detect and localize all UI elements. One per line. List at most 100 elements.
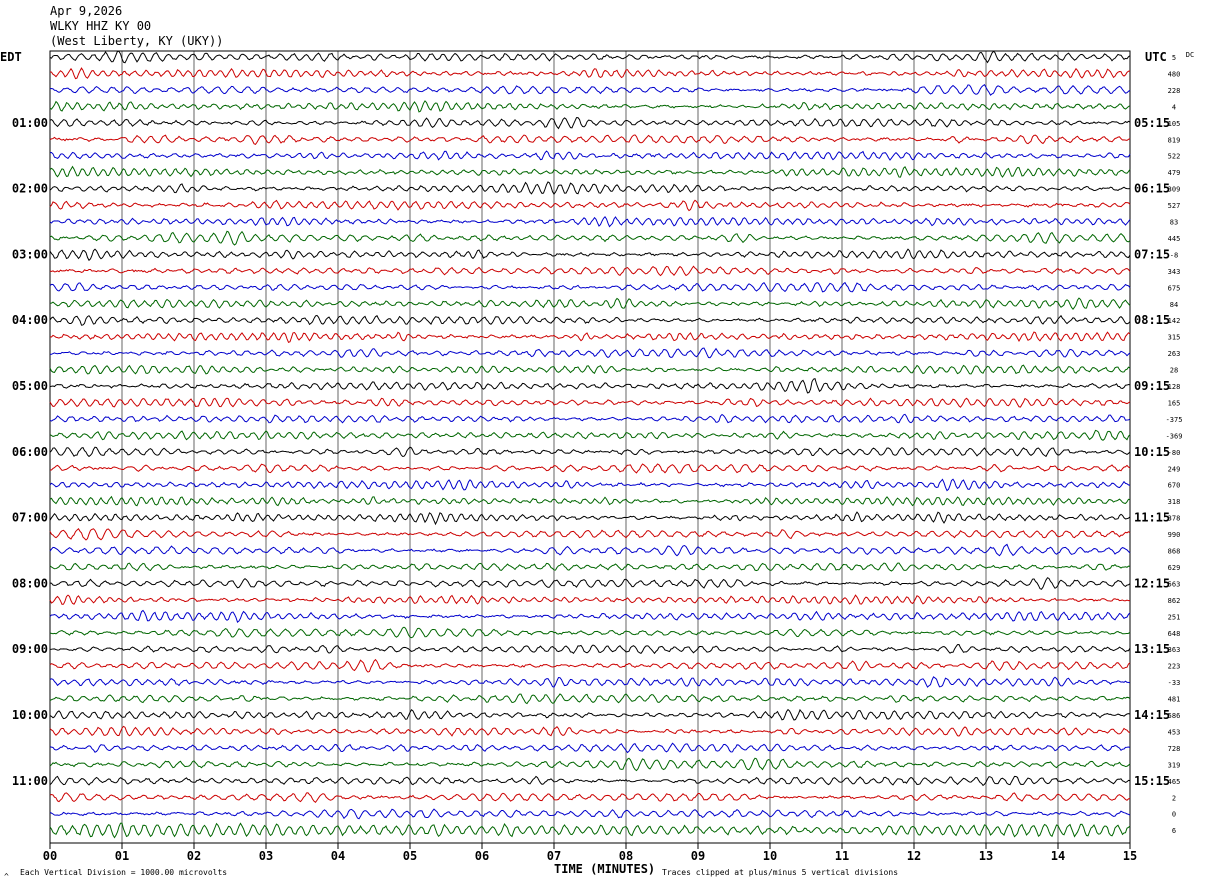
utc-hour-label: 11:15 — [1134, 511, 1170, 525]
seismic-trace — [49, 377, 1131, 394]
plot-grid — [49, 50, 1131, 849]
dc-offset-label: 319 — [1168, 761, 1181, 769]
dc-offset-label: 563 — [1168, 580, 1181, 588]
edt-hour-label: 07:00 — [12, 511, 48, 525]
utc-hour-label: 05:15 — [1134, 116, 1170, 130]
seismic-trace — [49, 708, 1131, 721]
edt-hour-label: 09:00 — [12, 642, 48, 656]
x-tick-label: 00 — [43, 849, 57, 863]
edt-hour-label: 08:00 — [12, 576, 48, 590]
edt-hour-label: 01:00 — [12, 116, 48, 130]
dc-offset-label: 263 — [1168, 350, 1181, 358]
seismic-trace — [49, 150, 1131, 161]
edt-hour-label: 04:00 — [12, 313, 48, 327]
seismic-trace — [49, 792, 1131, 804]
dc-offset-label: 5 — [1172, 54, 1176, 62]
utc-hour-label: 07:15 — [1134, 247, 1170, 261]
dc-offset-label: 481 — [1168, 696, 1181, 704]
utc-hour-label: 08:15 — [1134, 313, 1170, 327]
seismic-trace — [49, 50, 1131, 64]
seismic-trace — [49, 117, 1131, 130]
seismic-trace — [49, 775, 1131, 787]
x-axis-title: TIME (MINUTES) — [554, 862, 656, 876]
dc-offset-label: 83 — [1170, 219, 1178, 227]
seismic-trace — [49, 199, 1131, 212]
dc-offset-label: 223 — [1168, 663, 1181, 671]
dc-offset-label: 128 — [1168, 383, 1181, 391]
dc-offset-label: 6 — [1172, 827, 1176, 835]
dc-offset-label: 445 — [1168, 235, 1181, 243]
x-tick-label: 05 — [403, 849, 417, 863]
dc-offset-label: 318 — [1168, 498, 1181, 506]
dc-offset-label: 586 — [1168, 712, 1181, 720]
seismic-trace — [49, 314, 1131, 326]
left-timezone-label: EDT — [0, 50, 22, 64]
seismic-trace — [49, 265, 1131, 277]
x-tick-label: 14 — [1051, 849, 1065, 863]
station-code: WLKY HHZ KY 00 — [50, 19, 152, 33]
seismic-trace — [49, 397, 1131, 408]
seismic-trace — [49, 742, 1131, 754]
utc-hour-label: 10:15 — [1134, 445, 1170, 459]
seismic-trace — [49, 511, 1131, 526]
x-tick-label: 02 — [187, 849, 201, 863]
seismic-trace — [49, 364, 1131, 375]
seismic-trace — [49, 658, 1131, 673]
dc-offset-label: 629 — [1168, 564, 1181, 572]
dc-offset-label: 465 — [1168, 778, 1181, 786]
dc-offset-label: 249 — [1168, 465, 1181, 473]
dc-offset-label: 0 — [1172, 811, 1176, 819]
dc-offset-label: 2 — [1172, 794, 1176, 802]
dc-offset-label: 228 — [1168, 87, 1181, 95]
dc-offset-label: 728 — [1168, 745, 1181, 753]
utc-hour-label: 13:15 — [1134, 642, 1170, 656]
seismic-trace — [49, 822, 1131, 839]
station-location: (West Liberty, KY (UKY)) — [50, 34, 224, 48]
dc-offset-label: 4 — [1172, 103, 1176, 111]
scale-note: Each Vertical Division = 1000.00 microvo… — [20, 868, 228, 877]
trace-group — [49, 50, 1131, 839]
seismic-trace — [49, 297, 1131, 310]
dc-offset-label: -33 — [1168, 679, 1181, 687]
seismic-trace — [49, 181, 1131, 195]
seismic-trace — [49, 478, 1131, 492]
dc-offset-label: 862 — [1168, 597, 1181, 605]
x-tick-label: 03 — [259, 849, 273, 863]
x-tick-label: 13 — [979, 849, 993, 863]
edt-hour-label: 03:00 — [12, 247, 48, 261]
dc-offset-label: 165 — [1168, 399, 1181, 407]
dc-offset-label: 84 — [1170, 301, 1178, 309]
dc-offset-label: 378 — [1168, 515, 1181, 523]
seismic-trace — [49, 248, 1131, 262]
dc-offset-label: 648 — [1168, 630, 1181, 638]
dc-offset-label: -369 — [1166, 432, 1183, 440]
dc-offset-label: 315 — [1168, 334, 1181, 342]
dc-offset-label: 479 — [1168, 169, 1181, 177]
dc-offset-label: 868 — [1168, 548, 1181, 556]
record-date: Apr 9,2026 — [50, 4, 123, 18]
dc-offset-label: 309 — [1168, 186, 1181, 194]
seismic-trace — [49, 230, 1131, 246]
dc-offset-label: -8 — [1170, 251, 1178, 259]
dc-offset-label: 142 — [1168, 317, 1181, 325]
dc-offset-label: 28 — [1170, 367, 1178, 375]
dc-offset-label: 522 — [1168, 153, 1181, 161]
corner-mark: ^ — [4, 872, 9, 881]
seismic-trace — [49, 725, 1131, 737]
seismic-trace — [49, 609, 1131, 624]
utc-hour-label: 15:15 — [1134, 774, 1170, 788]
edt-hour-label: 06:00 — [12, 445, 48, 459]
utc-hour-label: 09:15 — [1134, 379, 1170, 393]
dc-offset-label: 819 — [1168, 136, 1181, 144]
seismic-trace — [49, 67, 1131, 80]
x-tick-label: 08 — [619, 849, 633, 863]
x-tick-label: 12 — [907, 849, 921, 863]
x-tick-label: 09 — [691, 849, 705, 863]
dc-offset-label: 453 — [1168, 728, 1181, 736]
seismic-trace — [49, 331, 1131, 343]
dc-offset-label: -80 — [1168, 449, 1181, 457]
seismic-trace — [49, 757, 1131, 772]
seismic-trace — [49, 165, 1131, 178]
dc-offset-label: 675 — [1168, 284, 1181, 292]
label-group: 00 01 02 03 04 05 06 07 08 09 10 11 12 13 14 1554802284… — [12, 51, 1194, 863]
